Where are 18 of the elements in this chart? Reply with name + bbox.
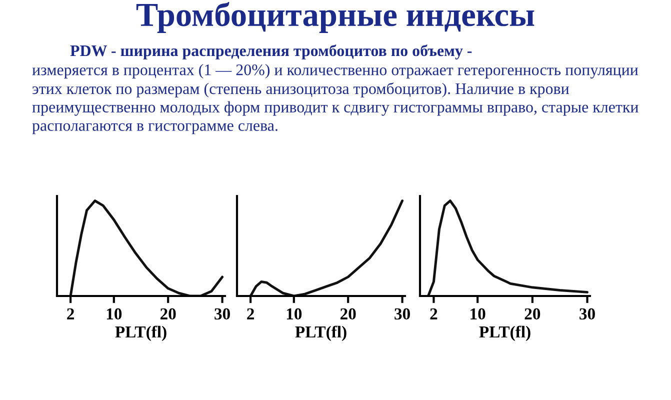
x-axis-title: PLT(fl): [479, 326, 530, 341]
text: Тромбоцитарные индексы: [136, 2, 534, 33]
x-tick-label: 30: [214, 308, 230, 320]
text: измеряется в процентах (1 — 20%) и количественно отражает гетерогенность популяции этих клеток по размерам (степень анизоцитоза тромбоцитов). Наличие в крови преимущественно молодых форм приводит к сдвигу гистограммы вправо, старые клетки располагаются в гистограмме слева.: [32, 64, 638, 134]
x-tick-label: 2: [67, 308, 74, 320]
x-tick-label: 20: [160, 308, 176, 320]
x-tick-label: 2: [430, 308, 438, 320]
x-tick-label: 10: [470, 308, 486, 320]
x-tick-label: 20: [340, 308, 356, 320]
x-tick-label: 2: [247, 308, 254, 320]
x-tick-label: 10: [286, 308, 302, 320]
x-axis-title: PLT(fl): [295, 326, 346, 341]
text: PDW - ширина распределения тромбоцитов по объему -: [70, 44, 472, 60]
x-tick-label: 30: [394, 308, 410, 320]
x-tick-label: 30: [580, 308, 595, 320]
x-tick-label: 20: [524, 308, 540, 320]
x-axis-title: PLT(fl): [115, 326, 166, 341]
x-tick-label: 10: [106, 308, 122, 320]
